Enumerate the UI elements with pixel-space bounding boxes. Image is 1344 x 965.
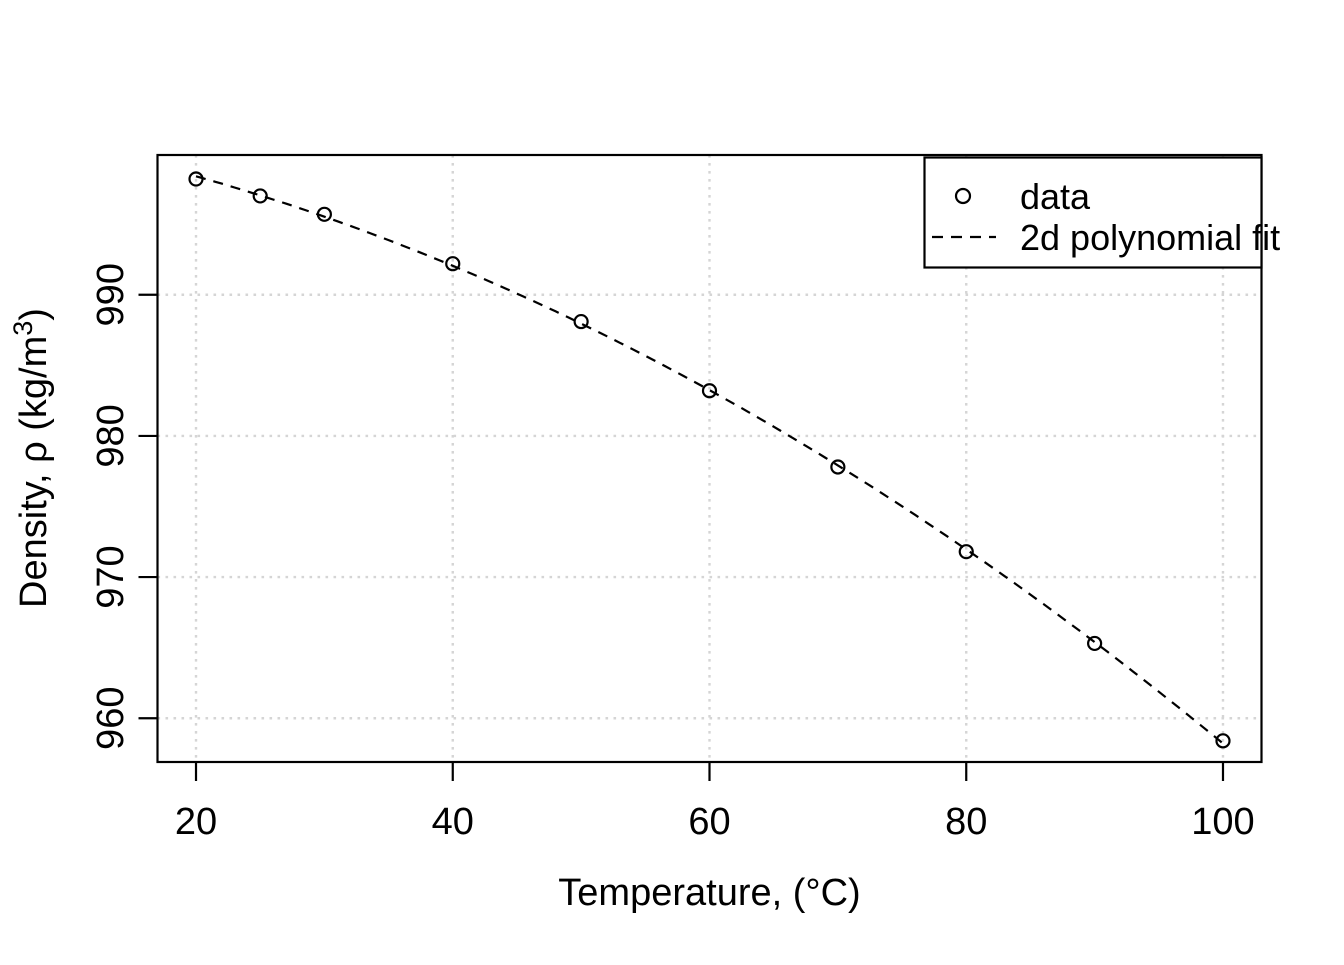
fit-line — [195, 175, 1224, 745]
data-point — [573, 313, 589, 330]
y-tick-label: 960 — [90, 687, 132, 750]
data-point — [188, 171, 204, 187]
x-axis-title: Temperature, (°C) — [558, 872, 860, 914]
legend-entry-label: 2d polynomial fit — [1020, 217, 1280, 258]
y-axis-title: Density, ρ (kg/m3) — [8, 308, 55, 608]
data-point — [1215, 733, 1231, 749]
series-layer — [188, 171, 1231, 749]
data-point — [445, 256, 461, 272]
axis-layer: 20 40 60 80 100 960 970 980 990 — [90, 153, 1263, 843]
x-tick-label: 20 — [175, 801, 217, 843]
data-point — [1087, 635, 1103, 652]
legend-entry-label: data — [1020, 176, 1091, 217]
y-tick-label: 980 — [90, 404, 132, 467]
x-tick-label: 40 — [432, 801, 474, 843]
y-tick-label: 990 — [90, 263, 132, 326]
data-point — [316, 206, 332, 222]
legend-box — [923, 156, 1263, 269]
x-tick-label: 80 — [945, 801, 987, 843]
legend-marker-circle-icon — [954, 187, 972, 205]
data-point — [958, 544, 974, 560]
x-tick-label: 60 — [688, 801, 730, 843]
data-point — [252, 188, 268, 204]
y-tick-label: 970 — [90, 545, 132, 608]
x-tick-label: 100 — [1191, 801, 1254, 843]
grid-layer — [157, 155, 1262, 762]
data-point — [830, 459, 846, 475]
data-point — [701, 383, 718, 399]
